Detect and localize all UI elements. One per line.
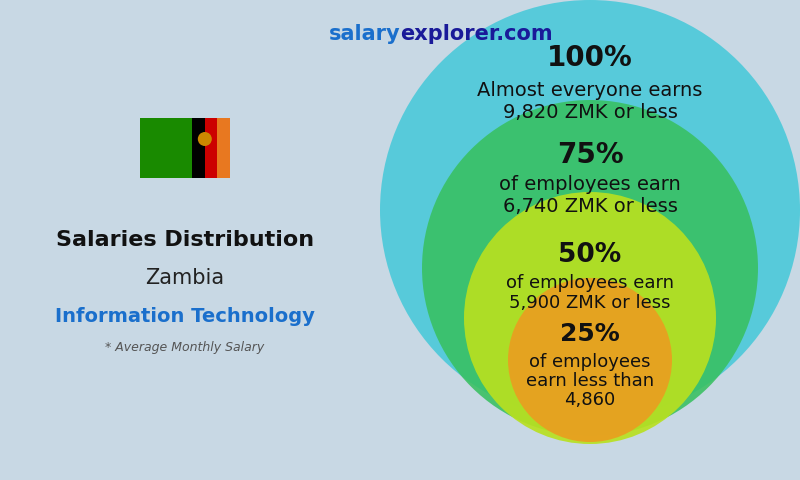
FancyBboxPatch shape (218, 118, 230, 178)
FancyBboxPatch shape (192, 118, 205, 178)
Text: Zambia: Zambia (146, 268, 225, 288)
Circle shape (422, 100, 758, 436)
Text: Almost everyone earns: Almost everyone earns (478, 81, 702, 99)
Text: 6,740 ZMK or less: 6,740 ZMK or less (502, 196, 678, 216)
Text: of employees earn: of employees earn (499, 176, 681, 194)
Circle shape (380, 0, 800, 420)
Text: 4,860: 4,860 (564, 391, 616, 409)
Text: Information Technology: Information Technology (55, 307, 315, 325)
Text: of employees: of employees (530, 353, 650, 371)
Text: salary: salary (328, 24, 400, 44)
Text: * Average Monthly Salary: * Average Monthly Salary (106, 341, 265, 355)
Circle shape (198, 132, 212, 146)
FancyBboxPatch shape (140, 118, 230, 178)
Text: 25%: 25% (560, 322, 620, 346)
Text: 5,900 ZMK or less: 5,900 ZMK or less (510, 294, 670, 312)
Circle shape (464, 192, 716, 444)
Text: 50%: 50% (558, 242, 622, 268)
Text: 75%: 75% (557, 141, 623, 169)
Text: 100%: 100% (547, 44, 633, 72)
Text: Salaries Distribution: Salaries Distribution (56, 230, 314, 250)
Text: earn less than: earn less than (526, 372, 654, 390)
Circle shape (508, 278, 672, 442)
Text: 9,820 ZMK or less: 9,820 ZMK or less (502, 103, 678, 121)
FancyBboxPatch shape (205, 118, 218, 178)
Text: explorer.com: explorer.com (400, 24, 553, 44)
Text: of employees earn: of employees earn (506, 274, 674, 292)
